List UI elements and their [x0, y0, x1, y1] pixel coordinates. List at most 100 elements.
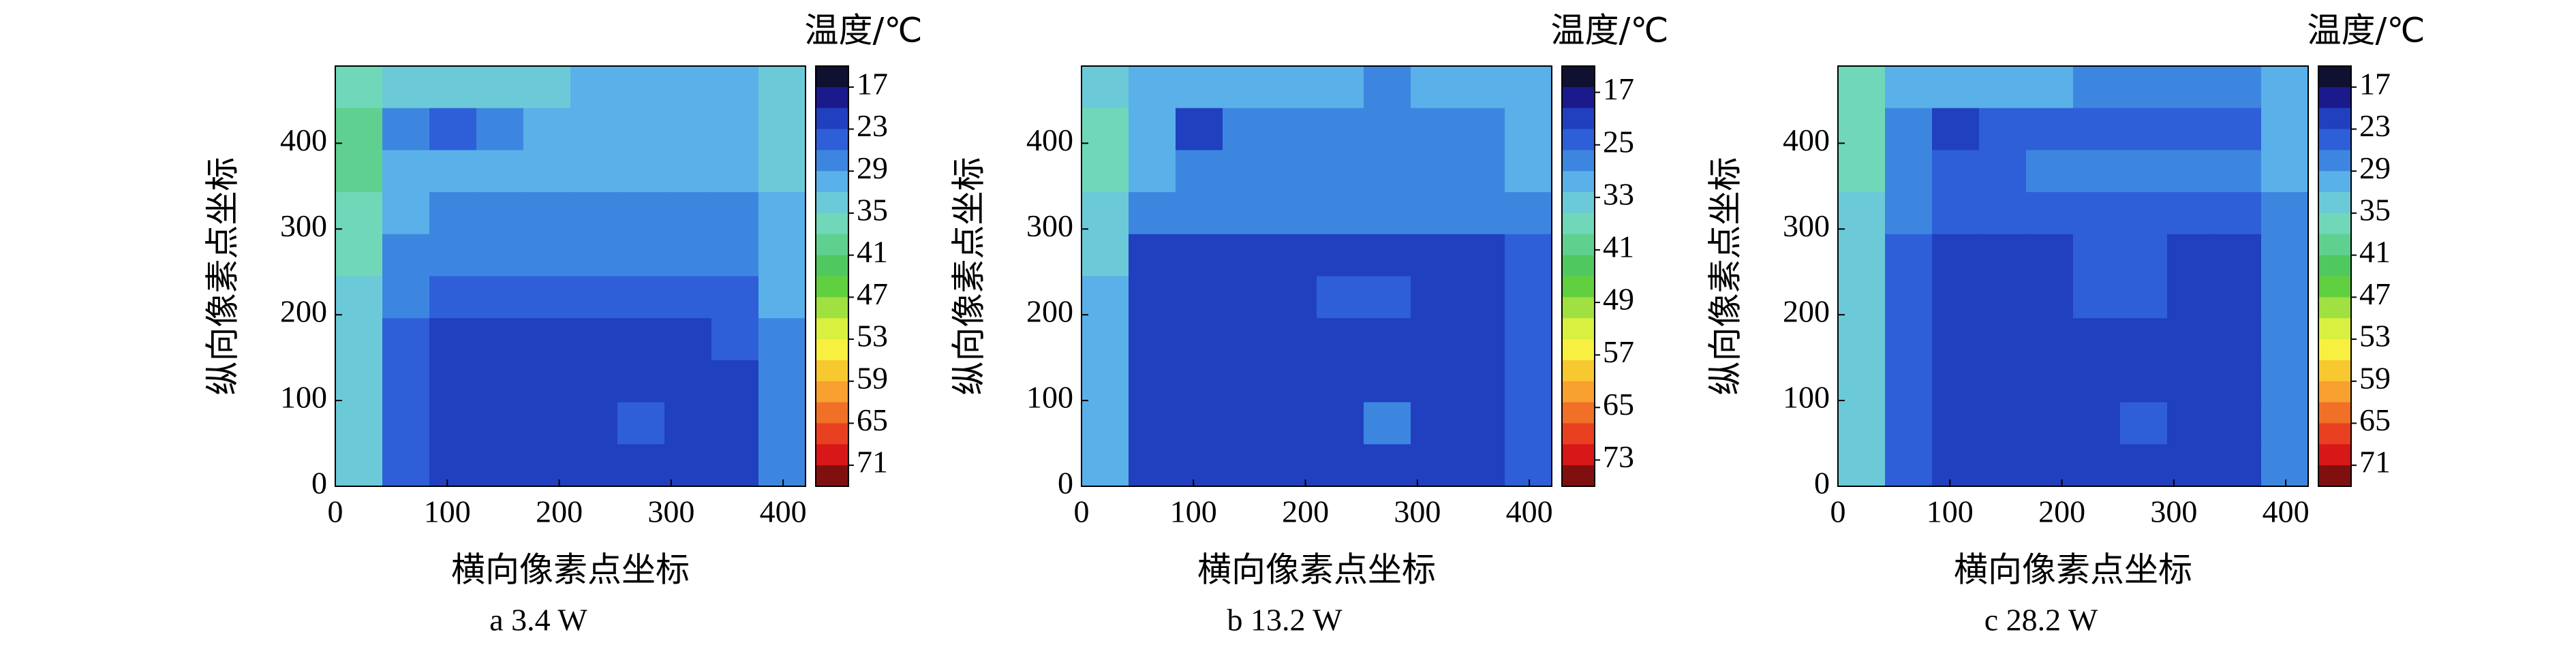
- heatmap-cell: [523, 150, 571, 193]
- colorbar-tick-label: 25: [1603, 124, 1634, 159]
- heatmap-cell: [429, 444, 477, 487]
- heatmap-cell: [1505, 66, 1552, 109]
- heatmap-cell: [758, 192, 806, 235]
- heatmap-cell: [1885, 234, 1933, 277]
- heatmap-cell: [429, 276, 477, 319]
- heatmap-cell: [664, 66, 712, 109]
- heatmap-cell: [1505, 402, 1552, 445]
- heatmap-cell: [2167, 150, 2215, 193]
- colorbar-tick-label: 49: [1603, 282, 1634, 317]
- heatmap-cell: [1364, 66, 1411, 109]
- heatmap-cell: [1979, 108, 2027, 151]
- heatmap-cell: [1176, 276, 1223, 319]
- colorbar-band: [1562, 423, 1595, 445]
- heatmap-cell: [523, 402, 571, 445]
- caption: c 28.2 W: [1984, 603, 2098, 637]
- heatmap-cell: [382, 150, 430, 193]
- heatmap-cell: [2214, 318, 2262, 361]
- heatmap-cell: [429, 150, 477, 193]
- colorbar-band: [1562, 360, 1595, 382]
- heatmap-cell: [2026, 150, 2074, 193]
- heatmap-cell: [1885, 276, 1933, 319]
- heatmap-cell: [758, 360, 806, 403]
- heatmap-cell: [1129, 192, 1176, 235]
- heatmap-cell: [2214, 360, 2262, 403]
- heatmap-cell: [664, 276, 712, 319]
- colorbar-tick-label: 29: [857, 151, 888, 185]
- heatmap-cell: [617, 192, 665, 235]
- colorbar-tick-label: 65: [1603, 387, 1634, 422]
- heatmap-cell: [1838, 318, 1886, 361]
- heatmap-cell: [1932, 360, 1980, 403]
- y-tick-label: 200: [280, 294, 327, 329]
- heatmap-cell: [523, 444, 571, 487]
- heatmap-cell: [1223, 318, 1270, 361]
- heatmap-cell: [523, 360, 571, 403]
- heatmap-cell: [711, 402, 759, 445]
- heatmap-cell: [1411, 150, 1458, 193]
- heatmap-cell: [1317, 318, 1364, 361]
- colorbar-band: [1562, 318, 1595, 340]
- x-tick-label: 300: [1394, 494, 1441, 529]
- x-tick-label: 0: [1830, 494, 1846, 529]
- heatmap-cell: [1505, 234, 1552, 277]
- colorbar-band: [2318, 444, 2351, 466]
- heatmap-cell: [2214, 276, 2262, 319]
- heatmap-cell: [429, 192, 477, 235]
- heatmap-cell: [335, 192, 383, 235]
- heatmap-cell: [2026, 234, 2074, 277]
- colorbar-band: [1562, 402, 1595, 424]
- colorbar-tick-label: 17: [1603, 72, 1634, 106]
- heatmap-cell: [1505, 444, 1552, 487]
- heatmap-cell: [1411, 276, 1458, 319]
- colorbar-tick-label: 73: [1603, 439, 1634, 474]
- x-tick-label: 0: [328, 494, 343, 529]
- heatmap-cell: [2073, 276, 2121, 319]
- heatmap-cell: [523, 192, 571, 235]
- heatmap-cell: [570, 444, 618, 487]
- heatmap-cell: [523, 234, 571, 277]
- heatmap-cell: [2167, 360, 2215, 403]
- colorbar-band: [2318, 402, 2351, 424]
- x-axis-label: 横向像素点坐标: [451, 550, 690, 590]
- heatmap-cell: [523, 108, 571, 151]
- colorbar-band: [816, 276, 848, 298]
- heatmap-cell: [1458, 276, 1505, 319]
- heatmap-cell: [1364, 108, 1411, 151]
- heatmap-cell: [2261, 360, 2309, 403]
- heatmap-cell: [1129, 402, 1176, 445]
- heatmap-cell: [1885, 192, 1933, 235]
- x-tick-label: 300: [647, 494, 694, 529]
- colorbar-band: [1562, 212, 1595, 235]
- heatmap-cell: [664, 192, 712, 235]
- caption: a 3.4 W: [489, 603, 587, 637]
- heatmap-cell: [1932, 444, 1980, 487]
- heatmap-cell: [1458, 444, 1505, 487]
- colorbar-band: [1562, 381, 1595, 403]
- colorbar-band: [1562, 339, 1595, 361]
- heatmap-cell: [1270, 276, 1317, 319]
- colorbar-band: [1562, 129, 1595, 151]
- colorbar-band: [2318, 171, 2351, 193]
- heatmap-cell: [1317, 360, 1364, 403]
- heatmap-cell: [1885, 66, 1933, 109]
- colorbar-band: [1562, 444, 1595, 466]
- heatmap-cell: [1364, 318, 1411, 361]
- colorbar-title: 温度/℃: [1551, 11, 1669, 50]
- colorbar-band: [1562, 297, 1595, 319]
- heatmap-cell: [617, 360, 665, 403]
- heatmap-cell: [476, 318, 524, 361]
- colorbar-band: [816, 444, 848, 466]
- y-tick-label: 400: [1026, 123, 1073, 157]
- heatmap-cell: [2261, 108, 2309, 151]
- heatmap-cell: [2261, 234, 2309, 277]
- plot-frame: [1837, 65, 2309, 487]
- heatmap-cell: [711, 276, 759, 319]
- colorbar-band: [816, 192, 848, 214]
- heatmap-cell: [523, 318, 571, 361]
- heatmap-cell: [1411, 318, 1458, 361]
- heatmap-cell: [2073, 318, 2121, 361]
- heatmap-cell: [1411, 444, 1458, 487]
- colorbar-band: [816, 255, 848, 277]
